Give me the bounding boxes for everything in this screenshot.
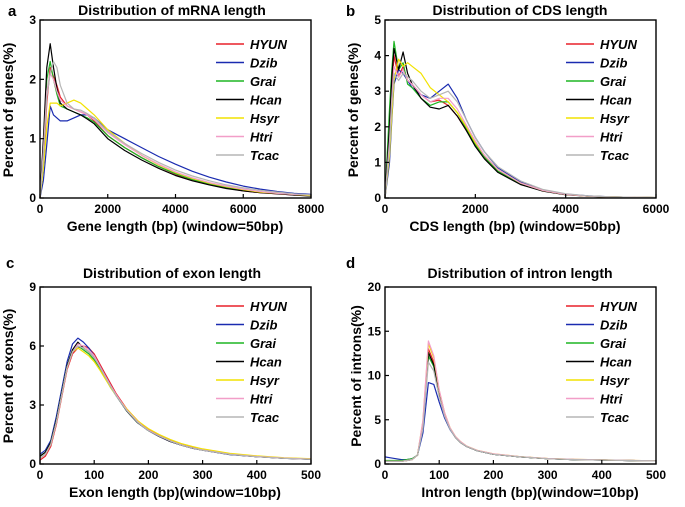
legend-label-grai: Grai (250, 336, 276, 351)
chart-title: Distribution of exon length (83, 265, 261, 281)
y-tick-label: 5 (374, 413, 381, 427)
y-axis-label: Percent of genes(%) (345, 43, 361, 178)
series-line-tcac (39, 60, 312, 199)
legend-label-hyun: HYUN (250, 37, 287, 52)
y-tick-label: 1 (374, 155, 381, 169)
x-tick-label: 100 (84, 468, 104, 482)
panel-c: c Distribution of exon length Exon lengt… (0, 255, 321, 500)
x-axis-label: CDS length (bp) (window=50bp) (409, 218, 620, 234)
legend-label-dzib: Dzib (600, 56, 628, 71)
x-tick-label: 2000 (94, 202, 121, 216)
x-tick-label: 8000 (298, 202, 325, 216)
legend-label-dzib: Dzib (250, 56, 278, 71)
legend-label-hyun: HYUN (250, 299, 287, 314)
panel-label: d (346, 255, 355, 272)
x-tick-label: 0 (382, 202, 389, 216)
x-tick-label: 0 (37, 202, 44, 216)
x-axis-label: Intron length (bp)(window=10bp) (421, 484, 638, 500)
y-tick-label: 9 (29, 280, 36, 294)
y-tick-label: 20 (368, 280, 382, 294)
y-tick-label: 10 (368, 369, 382, 383)
y-tick-label: 0 (29, 191, 36, 205)
legend-label-hsyr: Hsyr (250, 111, 280, 126)
panel-label: a (8, 3, 17, 20)
panel-label: c (6, 255, 14, 272)
legend-label-htri: Htri (600, 130, 623, 145)
series-line-tcac (385, 361, 657, 462)
y-tick-label: 6 (29, 339, 36, 353)
legend-label-htri: Htri (250, 392, 273, 407)
y-tick-label: 3 (29, 13, 36, 27)
legend-label-dzib: Dzib (600, 318, 628, 333)
y-axis-label: Percent of introns(%) (348, 305, 364, 447)
plot-frame (384, 19, 657, 199)
legend-label-grai: Grai (250, 74, 276, 89)
panel-a: a Distribution of mRNA length Gene lengt… (0, 2, 325, 234)
legend-label-grai: Grai (600, 336, 626, 351)
legend-label-dzib: Dzib (250, 318, 278, 333)
legend-label-tcac: Tcac (600, 410, 630, 425)
legend-label-tcac: Tcac (250, 410, 280, 425)
legend-label-hsyr: Hsyr (250, 373, 280, 388)
legend-label-hyun: HYUN (600, 37, 637, 52)
x-tick-label: 500 (301, 468, 321, 482)
x-tick-label: 6000 (230, 202, 257, 216)
series-line-htri (39, 72, 312, 199)
x-tick-label: 200 (138, 468, 158, 482)
legend-label-tcac: Tcac (250, 148, 280, 163)
series-line-hcan (39, 43, 312, 199)
legend-label-hyun: HYUN (600, 299, 637, 314)
x-tick-label: 4000 (552, 202, 579, 216)
chart-title: Distribution of intron length (427, 265, 612, 281)
chart-title: Distribution of mRNA length (78, 2, 266, 18)
panel-b: b Distribution of CDS length CDS length … (345, 2, 670, 234)
legend-label-hcan: Hcan (600, 355, 632, 370)
x-tick-label: 200 (483, 468, 503, 482)
y-tick-label: 0 (374, 191, 381, 205)
x-tick-label: 0 (382, 468, 389, 482)
panel-d: d Distribution of intron length Intron l… (346, 255, 666, 500)
y-tick-label: 1 (29, 132, 36, 146)
x-tick-label: 100 (429, 468, 449, 482)
x-tick-label: 300 (538, 468, 558, 482)
x-tick-label: 300 (193, 468, 213, 482)
y-tick-label: 15 (368, 324, 382, 338)
y-tick-label: 0 (374, 457, 381, 471)
x-tick-label: 500 (646, 468, 666, 482)
chart-title: Distribution of CDS length (433, 2, 608, 18)
plot-frame (39, 286, 312, 465)
series-line-htri (384, 65, 657, 199)
legend-label-hsyr: Hsyr (600, 111, 630, 126)
legend-label-hsyr: Hsyr (600, 373, 630, 388)
y-tick-label: 2 (374, 120, 381, 134)
legend-label-hcan: Hcan (250, 355, 282, 370)
y-tick-label: 3 (29, 398, 36, 412)
legend-label-grai: Grai (600, 74, 626, 89)
series-line-tcac (384, 72, 657, 199)
x-tick-label: 2000 (462, 202, 489, 216)
y-tick-label: 2 (29, 72, 36, 86)
legend-label-htri: Htri (250, 130, 273, 145)
y-tick-label: 4 (374, 49, 381, 63)
legend-label-hcan: Hcan (600, 93, 632, 108)
legend-label-hcan: Hcan (250, 93, 282, 108)
x-tick-label: 400 (592, 468, 612, 482)
series-line-tcac (39, 345, 312, 460)
x-axis-label: Gene length (bp) (window=50bp) (67, 218, 284, 234)
legend-label-htri: Htri (600, 392, 623, 407)
x-tick-label: 0 (37, 468, 44, 482)
y-tick-label: 5 (374, 13, 381, 27)
panel-label: b (346, 3, 355, 20)
y-axis-label: Percent of exons(%) (0, 309, 16, 444)
x-tick-label: 4000 (162, 202, 189, 216)
y-axis-label: Percent of genes(%) (0, 43, 16, 178)
y-tick-label: 0 (29, 457, 36, 471)
x-tick-label: 6000 (643, 202, 670, 216)
y-tick-label: 3 (374, 84, 381, 98)
legend-label-tcac: Tcac (600, 148, 630, 163)
x-tick-label: 400 (247, 468, 267, 482)
x-axis-label: Exon length (bp)(window=10bp) (69, 484, 281, 500)
